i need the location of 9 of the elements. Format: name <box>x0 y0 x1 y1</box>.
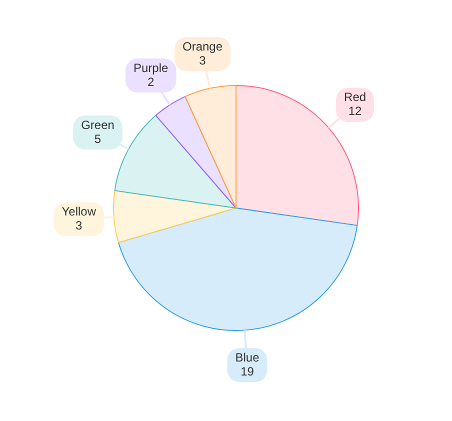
slice-label: Purple <box>134 60 169 75</box>
slice-label: Orange <box>182 39 223 54</box>
slice-label: Yellow <box>62 204 96 219</box>
data-label: 3 <box>76 218 83 233</box>
slice-label: Red <box>344 90 366 104</box>
data-label: 19 <box>240 364 254 378</box>
slice-label: Green <box>81 118 114 132</box>
data-label: 3 <box>199 53 206 68</box>
slice-label: Blue <box>235 350 260 364</box>
